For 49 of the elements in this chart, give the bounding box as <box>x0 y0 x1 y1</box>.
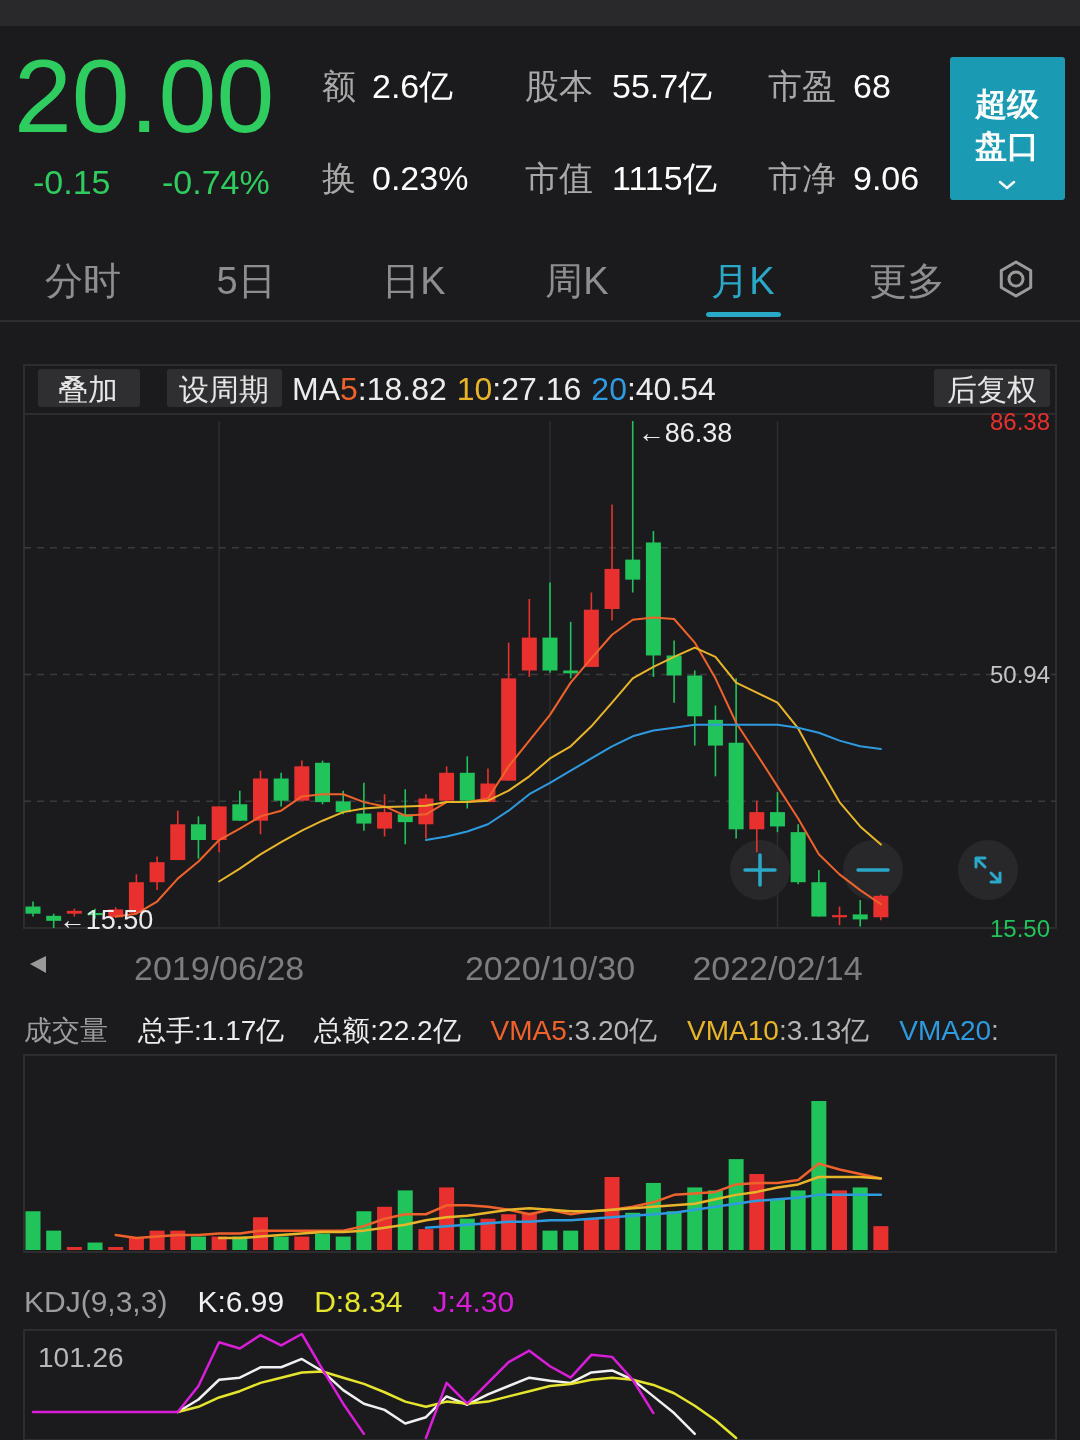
x-tick-label: 2019/06/28 <box>134 949 305 987</box>
text: 5日 <box>216 260 276 302</box>
text: -0.74% <box>162 163 270 201</box>
text: 总手:1.17亿 <box>137 1015 285 1046</box>
text: 0.23% <box>372 159 469 197</box>
text: 换 <box>322 159 356 197</box>
text: 20.00 <box>14 38 275 154</box>
text: 20:40.54 <box>591 371 716 407</box>
text: 9.06 <box>853 159 920 197</box>
legend-title: MA <box>292 371 341 407</box>
text: VMA10:3.13亿 <box>687 1015 870 1046</box>
chart-title: 成交量 <box>24 1015 108 1046</box>
y-tick-label: 15.50 <box>989 914 1050 942</box>
text: 分时 <box>45 260 121 302</box>
text: 股本 <box>525 67 593 105</box>
text: 叠加 <box>58 373 118 406</box>
x-tick-label: 2022/02/14 <box>692 949 863 987</box>
text: 周K <box>545 260 609 302</box>
text: VMA20: <box>899 1015 999 1046</box>
series-label: D:8.34 <box>314 1285 403 1318</box>
x-tick-label: 2020/10/30 <box>464 949 636 987</box>
text: 额 <box>322 67 356 105</box>
text: 55.7亿 <box>612 67 713 105</box>
text: 更多 <box>869 260 945 302</box>
y-tick-label: 50.94 <box>989 661 1050 688</box>
text: 2.6亿 <box>372 67 454 105</box>
text: 设周期 <box>179 373 269 406</box>
text: 盘口 <box>974 128 1039 164</box>
text: 10:27.16 <box>456 371 582 407</box>
text: 后复权 <box>947 373 1037 406</box>
series-label: K:6.99 <box>197 1285 285 1318</box>
text: 市盈 <box>768 67 836 105</box>
text: 超级 <box>974 86 1040 122</box>
text: 总额:22.2亿 <box>313 1015 461 1046</box>
text: 市值 <box>525 159 593 197</box>
series-label: J:4.30 <box>432 1285 515 1318</box>
annotation: ←86.38 <box>637 418 733 448</box>
chart-title: KDJ(9,3,3) <box>24 1285 168 1318</box>
annotation: 101.26 <box>38 1341 124 1373</box>
annotation: ←15.50 <box>58 905 154 935</box>
text: -0.15 <box>33 163 111 201</box>
text: 市净 <box>768 159 836 197</box>
text: 日K <box>382 260 446 302</box>
text: VMA5:3.20亿 <box>490 1015 658 1046</box>
y-tick-label: 86.38 <box>989 407 1050 435</box>
text: 1115亿 <box>612 159 717 197</box>
text: 68 <box>853 67 891 105</box>
text: 5:18.82 <box>340 371 447 407</box>
text: 月K <box>711 260 775 302</box>
